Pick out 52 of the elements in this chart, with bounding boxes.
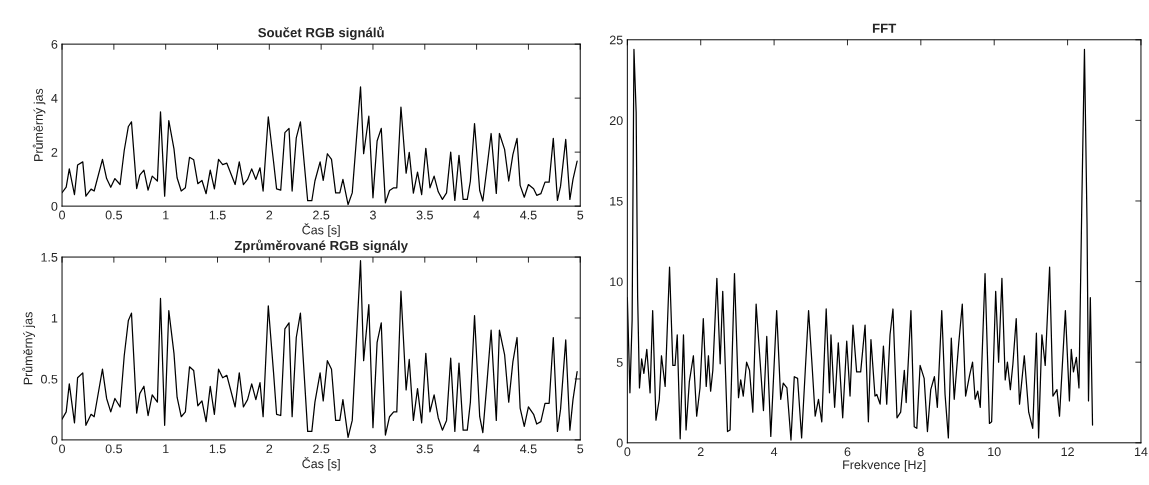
y-tick-label: 4	[51, 94, 58, 103]
x-tick-label: 5	[577, 210, 584, 220]
x-tick-label: 4	[473, 210, 480, 220]
x-tick-label: 1.5	[209, 444, 226, 454]
x-tick-label: 5	[577, 444, 584, 454]
chart-title: Součet RGB signálů	[258, 26, 384, 40]
x-axis-title: Čas [s]	[302, 223, 340, 237]
chart-title: Zprůměrované RGB signály	[234, 239, 408, 253]
y-tick-label: 5	[616, 358, 623, 367]
x-tick-label: 6	[844, 447, 851, 457]
x-tick-label: 2	[266, 210, 273, 220]
x-tick-label: 4	[770, 447, 778, 457]
y-tick-label: 6	[51, 39, 58, 49]
x-tick-label: 3	[369, 210, 376, 220]
y-tick-label: 10	[610, 277, 623, 287]
x-tick-label: 12	[1061, 447, 1074, 457]
x-tick-label: 0	[59, 210, 66, 220]
y-tick-label: 0.5	[40, 374, 58, 384]
y-tick-label: 1.5	[41, 252, 58, 262]
x-tick-label: 0	[624, 447, 631, 457]
x-tick-label: 0	[59, 444, 66, 454]
x-tick-label: 8	[917, 447, 924, 457]
x-tick-label: 3.5	[416, 210, 433, 220]
x-tick-label: 2	[266, 444, 273, 454]
y-axis-title: Průměrný jas	[32, 88, 46, 161]
x-tick-label: 3.5	[416, 444, 433, 454]
x-tick-label: 4	[473, 444, 480, 454]
x-tick-label: 0.5	[105, 444, 123, 454]
x-axis-title: Frekvence [Hz]	[843, 460, 926, 472]
y-tick-label: 25	[609, 35, 623, 45]
y-tick-label: 1	[51, 313, 58, 323]
x-tick-label: 10	[988, 447, 1001, 457]
y-tick-label: 0	[51, 435, 58, 445]
x-tick-label: 1	[163, 210, 169, 220]
x-tick-label: 4.5	[520, 210, 537, 220]
x-tick-label: 14	[1134, 447, 1148, 457]
x-tick-label: 2.5	[313, 210, 330, 220]
x-tick-label: 0.5	[105, 210, 123, 220]
x-tick-label: 2	[697, 447, 704, 457]
y-tick-label: 20	[609, 116, 623, 126]
x-tick-label: 1	[163, 444, 169, 454]
x-axis-title: Čas [s]	[302, 457, 340, 471]
x-tick-label: 4.5	[520, 444, 537, 454]
y-tick-label: 2	[51, 147, 58, 157]
chart-title: FFT	[872, 23, 897, 33]
x-tick-label: 3	[369, 444, 376, 454]
x-tick-label: 2.5	[313, 444, 330, 454]
line-series	[62, 260, 578, 439]
y-axis-title: Průměrný jas	[22, 312, 35, 385]
x-tick-label: 1.5	[209, 210, 226, 220]
y-tick-label: 0	[51, 201, 58, 211]
y-tick-label: 15	[610, 196, 623, 206]
